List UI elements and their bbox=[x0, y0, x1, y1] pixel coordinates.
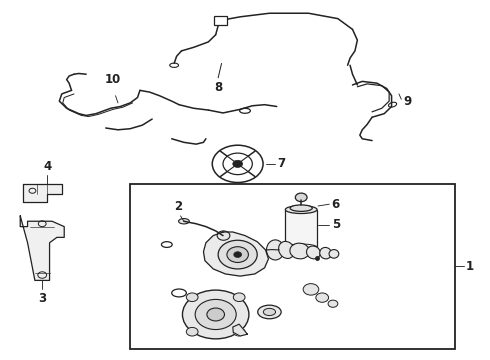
Ellipse shape bbox=[290, 205, 312, 211]
Bar bbox=[285, 210, 317, 247]
Circle shape bbox=[207, 308, 224, 321]
Ellipse shape bbox=[285, 206, 317, 213]
Text: 2: 2 bbox=[174, 200, 182, 213]
Text: 5: 5 bbox=[332, 218, 340, 231]
Text: 6: 6 bbox=[332, 198, 340, 211]
Ellipse shape bbox=[267, 240, 284, 260]
Polygon shape bbox=[20, 216, 64, 280]
Circle shape bbox=[316, 293, 329, 302]
Text: 7: 7 bbox=[278, 157, 286, 170]
Circle shape bbox=[295, 193, 307, 202]
Polygon shape bbox=[233, 324, 247, 336]
Text: 1: 1 bbox=[466, 260, 474, 273]
Ellipse shape bbox=[307, 246, 320, 259]
Circle shape bbox=[227, 247, 248, 262]
Text: 10: 10 bbox=[105, 73, 121, 86]
Circle shape bbox=[186, 293, 198, 302]
Ellipse shape bbox=[320, 247, 332, 259]
Ellipse shape bbox=[178, 219, 189, 224]
Polygon shape bbox=[23, 184, 62, 202]
Circle shape bbox=[182, 290, 249, 339]
Ellipse shape bbox=[290, 243, 310, 259]
Text: 4: 4 bbox=[43, 160, 51, 173]
Circle shape bbox=[303, 284, 319, 295]
Text: 9: 9 bbox=[404, 95, 412, 108]
Bar bbox=[130, 184, 455, 348]
Circle shape bbox=[233, 160, 243, 167]
Circle shape bbox=[218, 240, 257, 269]
Text: 3: 3 bbox=[38, 292, 46, 305]
Circle shape bbox=[217, 231, 230, 240]
Polygon shape bbox=[203, 232, 269, 276]
Ellipse shape bbox=[279, 242, 294, 258]
Circle shape bbox=[195, 300, 236, 329]
Ellipse shape bbox=[329, 249, 339, 258]
Ellipse shape bbox=[263, 309, 275, 316]
Circle shape bbox=[233, 293, 245, 302]
Circle shape bbox=[328, 300, 338, 307]
Ellipse shape bbox=[258, 305, 281, 319]
Circle shape bbox=[186, 327, 198, 336]
Text: 8: 8 bbox=[214, 81, 222, 94]
Circle shape bbox=[233, 327, 245, 336]
Bar bbox=[214, 16, 227, 25]
Circle shape bbox=[234, 252, 242, 257]
